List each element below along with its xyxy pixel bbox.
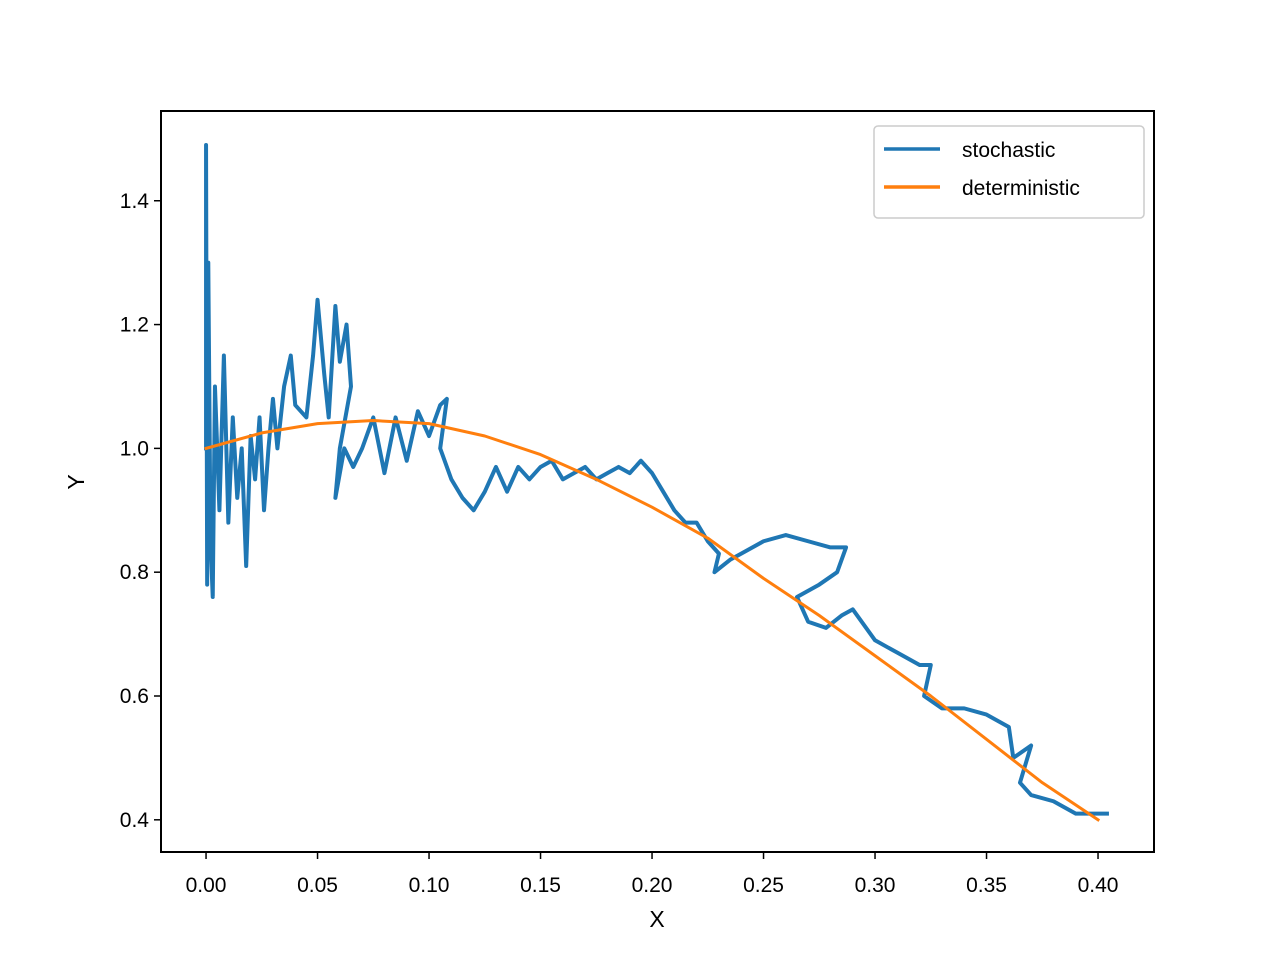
y-tick-label: 0.8 (120, 561, 149, 584)
y-axis-label: Y (63, 474, 89, 489)
y-tick-label: 1.2 (120, 314, 149, 337)
legend-label: stochastic (962, 139, 1055, 162)
x-tick-label: 0.10 (409, 874, 450, 897)
y-tick-label: 0.4 (120, 809, 150, 832)
x-tick-label: 0.25 (743, 874, 784, 897)
y-tick-label: 0.6 (120, 685, 149, 708)
x-tick-label: 0.05 (297, 874, 338, 897)
x-tick-label: 0.15 (520, 874, 561, 897)
x-axis-label: X (649, 906, 664, 932)
x-tick-label: 0.40 (1078, 874, 1119, 897)
x-tick-label: 0.35 (966, 874, 1007, 897)
legend-label: deterministic (962, 177, 1080, 200)
y-tick-label: 1.4 (120, 190, 150, 213)
x-tick-label: 0.00 (186, 874, 227, 897)
data-line (204, 143, 1109, 816)
data-line (204, 419, 1101, 822)
x-tick-label: 0.30 (855, 874, 896, 897)
plot-frame (160, 110, 1155, 853)
y-tick-label: 1.0 (120, 437, 149, 460)
legend-box (873, 125, 1145, 219)
x-tick-label: 0.20 (632, 874, 673, 897)
